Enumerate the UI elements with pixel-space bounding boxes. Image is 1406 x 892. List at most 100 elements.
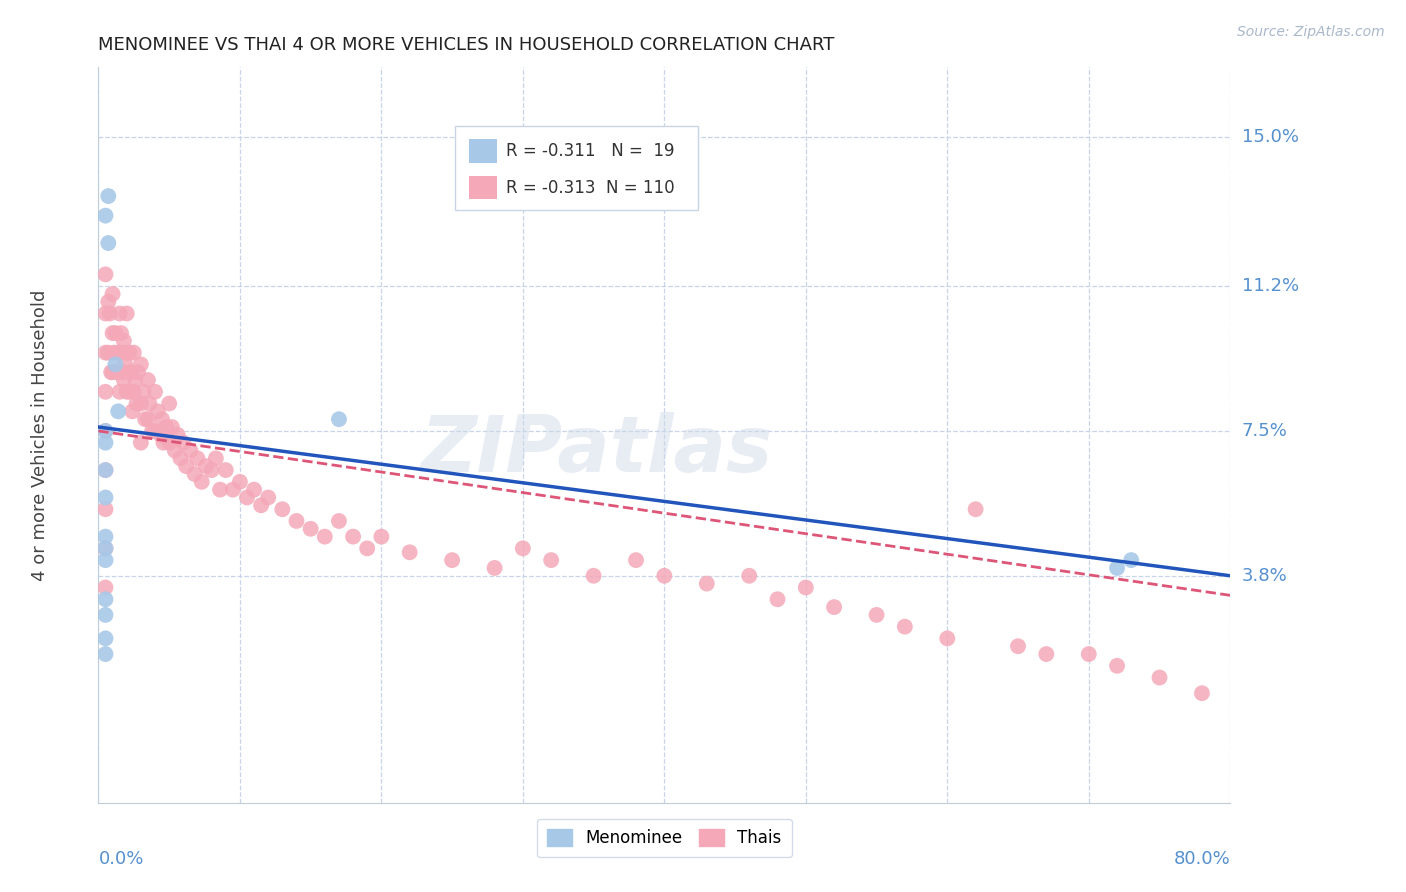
Point xyxy=(108,345,131,359)
Point xyxy=(174,459,197,474)
Point xyxy=(112,373,135,387)
Point xyxy=(122,345,145,359)
Point xyxy=(342,530,364,544)
Point xyxy=(794,581,817,595)
Point xyxy=(285,514,308,528)
Point xyxy=(894,620,917,634)
Point xyxy=(1121,553,1143,567)
Point xyxy=(328,514,350,528)
Point xyxy=(132,384,155,399)
Point xyxy=(97,189,120,203)
Point xyxy=(271,502,294,516)
Point xyxy=(141,424,163,438)
Point xyxy=(122,384,145,399)
Point xyxy=(94,435,117,450)
Point xyxy=(120,365,142,379)
Point xyxy=(179,443,201,458)
Text: MENOMINEE VS THAI 4 OR MORE VEHICLES IN HOUSEHOLD CORRELATION CHART: MENOMINEE VS THAI 4 OR MORE VEHICLES IN … xyxy=(98,37,835,54)
Point xyxy=(124,373,146,387)
Point xyxy=(155,420,177,434)
Point xyxy=(512,541,534,556)
Point xyxy=(540,553,562,567)
Point xyxy=(94,647,117,661)
Point xyxy=(149,428,172,442)
Point xyxy=(370,530,392,544)
Point xyxy=(94,541,117,556)
Point xyxy=(101,287,124,301)
Point xyxy=(94,424,117,438)
Point xyxy=(127,365,149,379)
Point xyxy=(215,463,238,477)
Point xyxy=(98,306,121,320)
Point xyxy=(108,306,131,320)
Point xyxy=(101,365,124,379)
Point xyxy=(624,553,647,567)
Point xyxy=(1035,647,1057,661)
Point xyxy=(314,530,336,544)
Point xyxy=(94,491,117,505)
Point xyxy=(865,607,887,622)
Point xyxy=(94,424,117,438)
Point xyxy=(152,435,174,450)
Point xyxy=(157,435,180,450)
Point xyxy=(125,396,148,410)
Point xyxy=(107,404,129,418)
Point xyxy=(328,412,350,426)
Point xyxy=(1077,647,1099,661)
Point xyxy=(157,396,180,410)
Point xyxy=(94,209,117,223)
Point xyxy=(257,491,280,505)
Point xyxy=(163,443,186,458)
Point xyxy=(696,576,718,591)
Point xyxy=(94,553,117,567)
Point xyxy=(110,326,132,340)
Point xyxy=(94,530,117,544)
Point xyxy=(114,358,136,372)
Point xyxy=(243,483,266,497)
Point xyxy=(1191,686,1213,700)
Point xyxy=(201,463,224,477)
Point xyxy=(209,483,232,497)
Point xyxy=(190,475,212,489)
Point xyxy=(146,404,169,418)
Point xyxy=(94,345,117,359)
Point xyxy=(194,459,217,474)
Point xyxy=(136,412,159,426)
Point xyxy=(94,541,117,556)
Point xyxy=(94,463,117,477)
Point xyxy=(94,463,117,477)
Text: R = -0.313  N = 110: R = -0.313 N = 110 xyxy=(506,178,675,196)
Point xyxy=(97,345,120,359)
Point xyxy=(104,358,127,372)
Point xyxy=(183,467,205,481)
Point xyxy=(112,334,135,348)
Text: Source: ZipAtlas.com: Source: ZipAtlas.com xyxy=(1237,25,1385,39)
Point xyxy=(108,384,131,399)
Point xyxy=(186,451,208,466)
Text: 7.5%: 7.5% xyxy=(1241,422,1288,440)
FancyBboxPatch shape xyxy=(468,139,496,162)
Point xyxy=(441,553,464,567)
Point xyxy=(97,294,120,309)
Point xyxy=(143,424,166,438)
Text: 15.0%: 15.0% xyxy=(1241,128,1299,146)
Point xyxy=(105,365,128,379)
Point xyxy=(936,632,959,646)
Point xyxy=(169,451,191,466)
Point xyxy=(134,412,156,426)
Text: 0.0%: 0.0% xyxy=(98,850,143,868)
Point xyxy=(205,451,228,466)
Point xyxy=(97,235,120,250)
Point xyxy=(1007,639,1029,653)
Point xyxy=(299,522,322,536)
Text: 4 or more Vehicles in Household: 4 or more Vehicles in Household xyxy=(31,289,49,581)
Point xyxy=(965,502,987,516)
FancyBboxPatch shape xyxy=(456,126,699,211)
Point xyxy=(100,365,122,379)
Point xyxy=(107,345,129,359)
Point xyxy=(582,568,605,582)
Point xyxy=(222,483,245,497)
Point xyxy=(738,568,761,582)
Point xyxy=(115,306,138,320)
Point xyxy=(121,404,143,418)
